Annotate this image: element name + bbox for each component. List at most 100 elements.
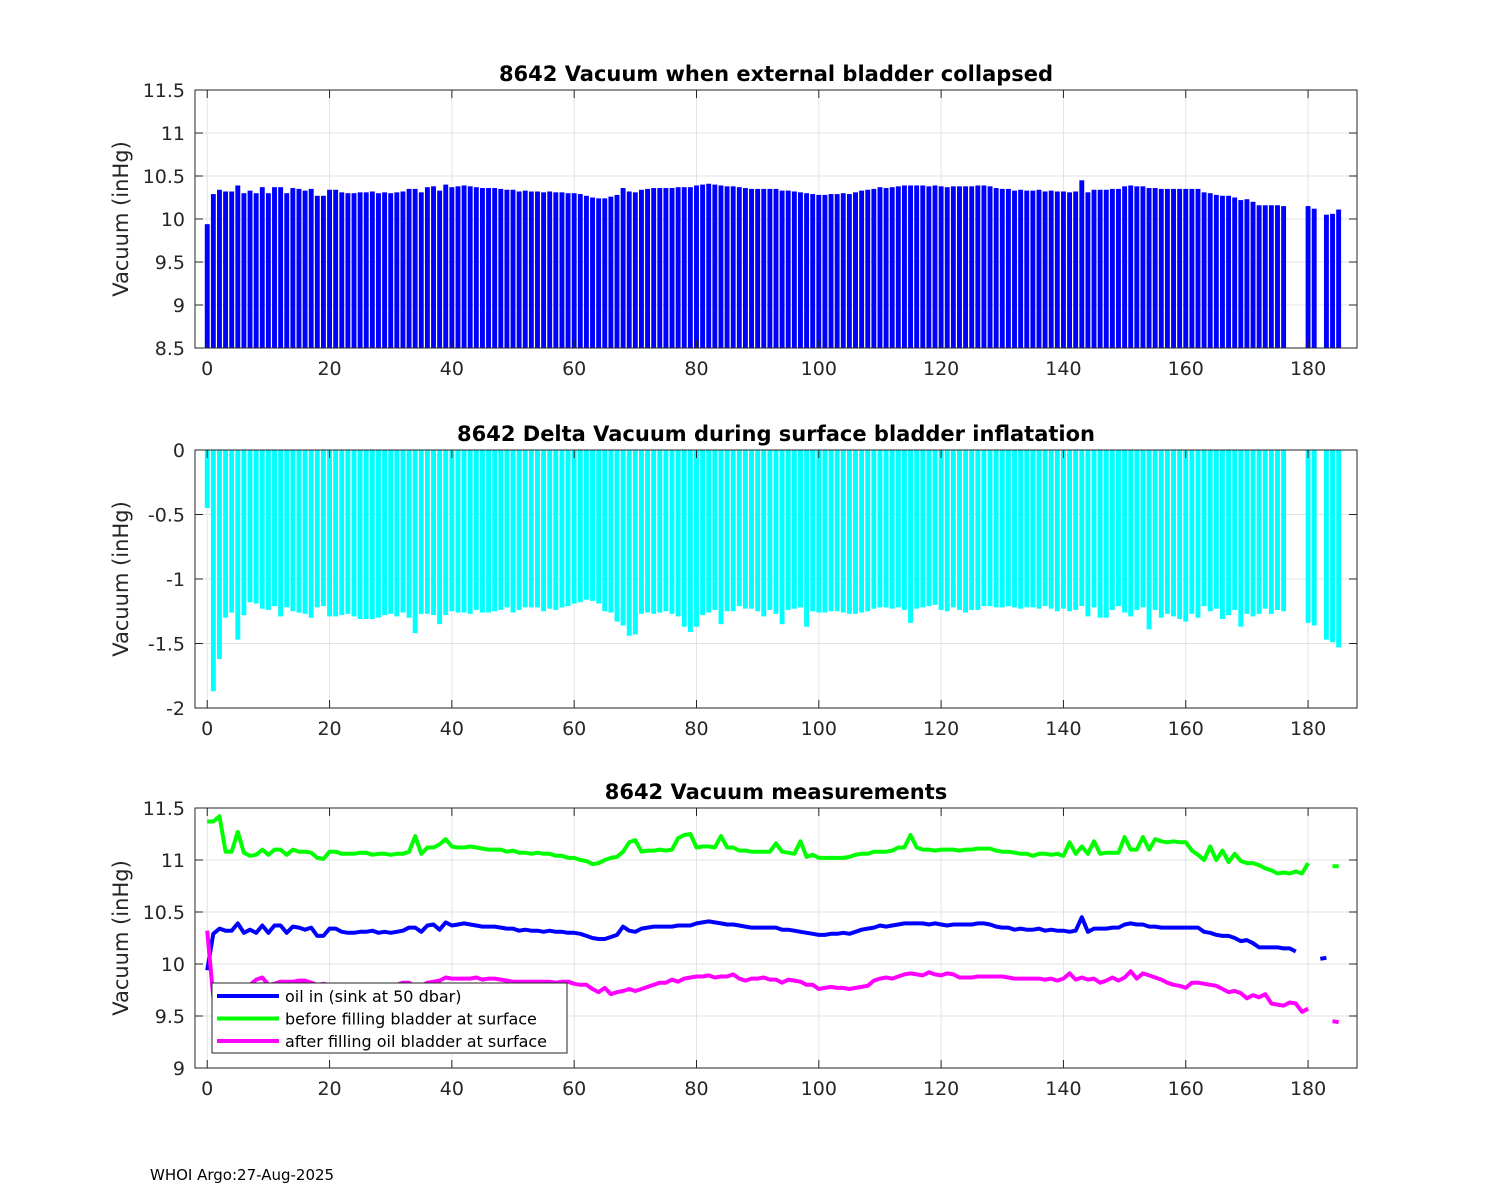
- bar: [883, 188, 889, 348]
- bar: [834, 194, 840, 348]
- bar: [602, 198, 608, 348]
- bar: [791, 191, 797, 348]
- x-tick-label: 80: [684, 358, 708, 380]
- bar: [394, 450, 400, 617]
- bar: [632, 450, 638, 635]
- bar: [669, 450, 675, 614]
- bar: [718, 185, 724, 348]
- bar: [565, 450, 571, 607]
- bar: [712, 184, 718, 348]
- bar: [1024, 450, 1030, 608]
- bar: [265, 450, 271, 610]
- bar: [510, 189, 516, 348]
- bar: [932, 185, 938, 348]
- y-tick-label: 9.5: [155, 252, 185, 274]
- bar: [1030, 450, 1036, 608]
- bar: [975, 185, 981, 348]
- bar: [1116, 450, 1121, 607]
- bar: [999, 188, 1005, 348]
- bar: [400, 191, 406, 348]
- bar: [1158, 450, 1164, 618]
- bar: [272, 187, 277, 348]
- bar: [1189, 450, 1195, 614]
- bar: [681, 187, 687, 348]
- bar: [724, 186, 730, 348]
- bar: [1134, 186, 1140, 348]
- bar: [596, 198, 602, 348]
- bar: [798, 192, 803, 348]
- y-tick-label: -2: [166, 698, 185, 720]
- bar: [687, 187, 693, 348]
- y-tick-label: -1.5: [148, 634, 185, 656]
- bar: [785, 450, 791, 610]
- bar: [944, 187, 950, 348]
- bar: [840, 450, 846, 613]
- bar: [369, 450, 375, 619]
- bar: [320, 450, 326, 607]
- chart-panel-3: 0 20 40 60 80 100 120 140 160 180 9 9.5 10 10.5 11 11.5…: [109, 780, 1358, 1100]
- bar: [1268, 450, 1274, 614]
- bar: [828, 194, 834, 348]
- bar: [241, 450, 247, 616]
- bar: [437, 190, 443, 348]
- bar: [614, 194, 620, 348]
- bar: [889, 450, 895, 609]
- bar: [767, 450, 773, 610]
- bar: [877, 450, 883, 608]
- footer-label: WHOI Argo:27-Aug-2025: [150, 1166, 335, 1184]
- bar: [999, 450, 1005, 608]
- bar: [626, 191, 632, 348]
- bar: [1060, 450, 1066, 609]
- bar: [1109, 188, 1115, 348]
- bar: [816, 450, 822, 613]
- bar: [1018, 189, 1024, 348]
- y-axis-label: Vacuum (inHg): [109, 501, 133, 657]
- bar: [571, 193, 577, 348]
- bar: [1005, 188, 1011, 348]
- legend: oil in (sink at 50 dbar) before filling b…: [211, 982, 568, 1054]
- bar: [871, 450, 877, 609]
- bar: [620, 450, 626, 626]
- bar: [773, 188, 779, 348]
- bar: [1256, 205, 1262, 348]
- bar: [449, 450, 455, 612]
- bar: [675, 187, 681, 348]
- bar: [779, 450, 785, 625]
- bar: [1164, 450, 1170, 614]
- bar: [351, 193, 357, 348]
- bar: [810, 450, 816, 612]
- x-tick-label: 160: [1168, 358, 1204, 380]
- bar: [535, 450, 540, 608]
- bar: [547, 450, 553, 609]
- bar: [761, 450, 767, 617]
- y-axis-label: Vacuum (inHg): [109, 141, 133, 297]
- bar: [217, 189, 222, 348]
- bar: [1311, 450, 1317, 626]
- bar: [308, 188, 314, 348]
- x-tick-label: 0: [201, 1078, 213, 1100]
- x-tick-label: 120: [923, 1078, 959, 1100]
- x-tick-label: 140: [1045, 1078, 1081, 1100]
- bar: [204, 450, 210, 509]
- bar: [467, 450, 473, 614]
- bar: [1067, 450, 1073, 612]
- chart-panel-2: 0 20 40 60 80 100 120 140 160 180 -2 -1.5 -1 -0.5 0 864…: [109, 422, 1358, 740]
- bar: [443, 184, 449, 348]
- bar: [363, 450, 369, 619]
- bar: [412, 188, 418, 348]
- bar: [1238, 200, 1244, 348]
- bar: [645, 450, 651, 613]
- bar: [1220, 450, 1225, 619]
- bar: [810, 194, 816, 348]
- bar: [363, 192, 369, 348]
- bar: [1177, 450, 1183, 619]
- y-tick-label: 8.5: [155, 338, 185, 360]
- bar: [1122, 450, 1128, 613]
- x-tick-label: 100: [801, 718, 837, 740]
- bar: [1073, 450, 1079, 610]
- bar: [406, 450, 412, 618]
- bar: [339, 192, 345, 348]
- bar: [773, 450, 779, 614]
- bar: [657, 188, 663, 348]
- bar: [871, 188, 877, 348]
